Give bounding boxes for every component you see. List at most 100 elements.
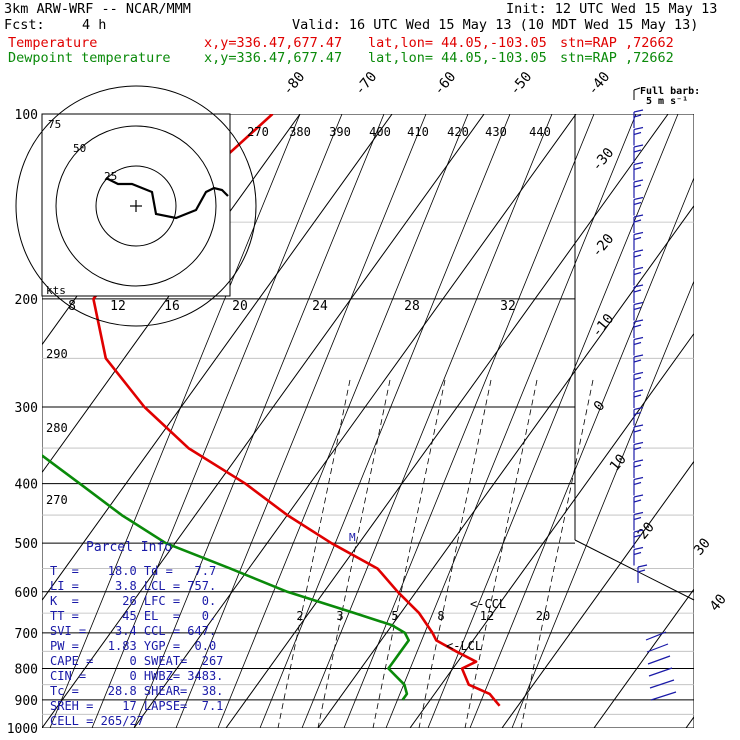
- forecast-label: Fcst:: [4, 17, 45, 33]
- ccl-marker: <-CCL: [470, 597, 506, 611]
- parcel-row: SVI = 3.4 CCL = 647.: [50, 624, 217, 638]
- wind-barb: [633, 184, 642, 188]
- wind-barb: [633, 166, 642, 171]
- barb-column-divider: [574, 539, 695, 601]
- wind-barb: [633, 131, 642, 136]
- pressure-tick-label: 400: [15, 478, 38, 493]
- init-time: Init: 12 UTC Wed 15 May 13: [506, 1, 718, 17]
- wind-barb: [633, 144, 644, 148]
- pressure-tick-label: 700: [15, 627, 38, 642]
- dry-adiabat-line: [469, 176, 694, 728]
- dry-adiabat-line: [385, 114, 637, 728]
- dry-adiabat-line: [427, 114, 679, 728]
- dewpoint-latlon: lat,lon= 44.05,-103.05: [368, 50, 547, 66]
- isotherm-line: [685, 716, 694, 728]
- theta-label: 400: [369, 125, 391, 139]
- temperature-station: stn=RAP ,72662: [560, 35, 674, 51]
- dry-adiabat-line: [301, 114, 553, 728]
- wind-barb: [633, 306, 642, 311]
- hodograph-ring-label: 75: [48, 118, 61, 131]
- wind-barb: [633, 516, 642, 521]
- mixing-ratio-line: [372, 379, 446, 728]
- mixing-ratio-label: 20: [536, 609, 550, 623]
- wind-barb: [633, 109, 644, 113]
- hodograph-ring-label: 50: [73, 142, 86, 155]
- barb-key-label: Full barb:: [640, 86, 700, 97]
- theta-label: 390: [329, 125, 351, 139]
- wind-barb: [633, 179, 644, 183]
- hodograph-ring: [95, 165, 177, 247]
- theta-label: 420: [447, 125, 469, 139]
- wind-barb: [649, 679, 675, 689]
- parcel-row: CIN = 0 HWBZ= 3483.: [50, 669, 224, 683]
- parcel-row: T = 18.0 Td = 7.7: [50, 564, 217, 578]
- temperature-xy: x,y=336.47,677.47: [204, 35, 343, 51]
- wind-barb: [633, 411, 642, 416]
- wind-barb: [633, 231, 644, 236]
- barb-key-unit: 5 m s⁻¹: [646, 96, 688, 107]
- wind-barb: [633, 126, 644, 131]
- parcel-row: CELL = 265/27: [50, 714, 144, 728]
- isotherm-label: -40: [585, 69, 614, 99]
- isotherm-label: -10: [589, 311, 618, 341]
- wind-barb: [633, 389, 644, 393]
- wind-barb: [633, 354, 644, 358]
- dry-adiabat-line: [133, 114, 385, 728]
- theta-label: 430: [485, 125, 507, 139]
- pressure-tick-label: 1000: [7, 722, 38, 737]
- wind-barb: [633, 394, 642, 398]
- mixing-ratio-label: 3: [336, 609, 343, 623]
- wind-barb: [633, 446, 642, 451]
- pressure-tick-label: 600: [15, 586, 38, 601]
- mixing-ratio-line: [464, 379, 538, 728]
- isotherm-line: [593, 588, 694, 728]
- isotherm-label: 40: [707, 591, 730, 614]
- dry-adiabat-line: [91, 114, 343, 728]
- theta-label: 270: [247, 125, 269, 139]
- dry-adiabat-line: [511, 279, 694, 728]
- hodograph-scale-label: 8: [68, 299, 76, 314]
- wind-barb: [633, 376, 642, 381]
- wind-barb: [633, 219, 642, 223]
- hodograph-ring: [15, 85, 257, 327]
- pressure-tick-label: 300: [15, 401, 38, 416]
- theta-label: 440: [529, 125, 551, 139]
- temperature-latlon: lat,lon= 44.05,-103.05: [368, 35, 547, 51]
- hodograph-scale-label: 28: [404, 299, 420, 314]
- isotherm-line: [225, 114, 669, 728]
- wind-barb: [633, 196, 644, 201]
- wind-barb: [633, 301, 644, 306]
- hodograph-scale-label: 32: [500, 299, 516, 314]
- parcel-row: CAPE = 0 SWEAT= 267: [50, 654, 224, 668]
- wind-barb: [633, 459, 644, 463]
- isotherm-line: [501, 460, 694, 728]
- dry-adiabat-line: [49, 114, 301, 728]
- isotherm-label: 30: [691, 535, 714, 558]
- isotherm-label: -20: [589, 231, 618, 261]
- wind-barb: [633, 319, 644, 323]
- secondary-scale-label: 280: [46, 421, 68, 435]
- dewpoint-legend: Dewpoint temperature: [8, 50, 171, 66]
- dewpoint-station: stn=RAP ,72662: [560, 50, 674, 66]
- parcel-row: LI = 3.8 LCL = 757.: [50, 579, 217, 593]
- secondary-scale-label: 270: [46, 493, 68, 507]
- mixing-ratio-label: 8: [437, 609, 444, 623]
- wind-barb: [647, 655, 671, 665]
- parcel-info-title: Parcel Info: [86, 540, 173, 555]
- mixing-ratio-line: [520, 379, 594, 728]
- wind-barb: [633, 406, 644, 411]
- wind-barb: [633, 249, 644, 253]
- hodograph-trace: [105, 177, 229, 220]
- wind-barb: [633, 214, 644, 218]
- hodograph-scale-label: 12: [110, 299, 126, 314]
- dry-adiabat-line: [175, 114, 427, 728]
- wind-barb: [645, 631, 667, 641]
- wind-barb: [633, 359, 642, 363]
- wind-barb: [633, 324, 642, 328]
- mixing-ratio-line: [418, 379, 492, 728]
- dewpoint-line: [42, 453, 410, 701]
- m-marker: M: [349, 531, 356, 544]
- wind-barb: [633, 201, 642, 206]
- mixing-ratio-line: [317, 379, 391, 728]
- dry-adiabat-line: [259, 114, 511, 728]
